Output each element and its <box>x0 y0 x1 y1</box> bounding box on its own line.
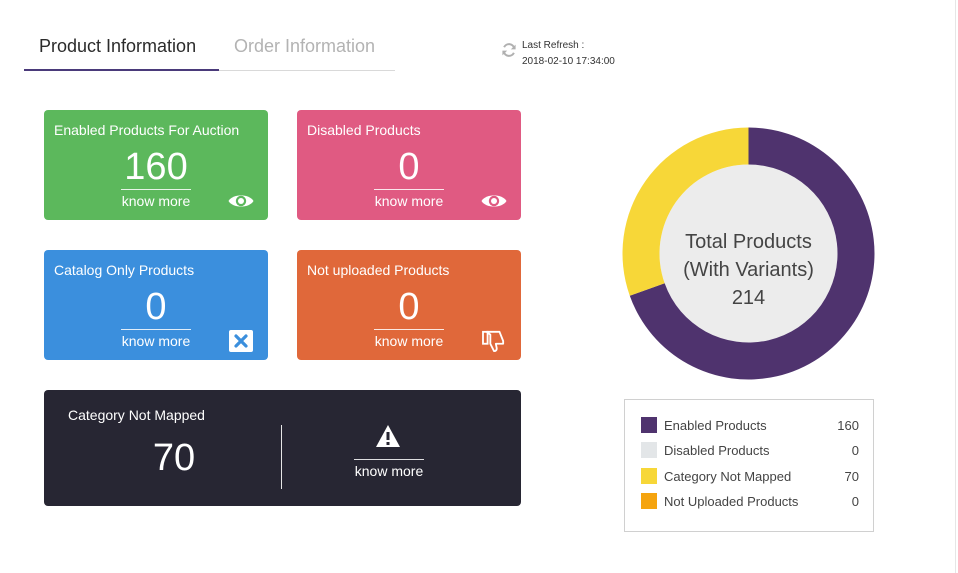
legend-swatch <box>641 442 657 458</box>
legend-item-disabled-products: Disabled Products 0 <box>641 441 859 459</box>
active-tab-indicator <box>24 69 219 71</box>
legend-item-enabled-products: Enabled Products 160 <box>641 416 859 434</box>
legend-value: 70 <box>844 469 859 484</box>
legend-swatch <box>641 468 657 484</box>
card-category-not-mapped: Category Not Mapped 70 know more <box>44 390 521 506</box>
know-more-link[interactable]: know more <box>121 329 191 349</box>
close-box-icon[interactable] <box>227 330 255 352</box>
know-more-link[interactable]: know more <box>354 459 424 479</box>
eye-icon[interactable] <box>480 190 508 212</box>
card-divider <box>281 425 282 489</box>
legend-label: Category Not Mapped <box>664 469 792 484</box>
donut-slice-category-not-mapped[interactable] <box>622 127 749 296</box>
total-products-donut-chart <box>622 127 875 380</box>
legend-swatch <box>641 493 657 509</box>
last-refresh-label: Last Refresh : <box>522 40 585 51</box>
card-enabled-auction: Enabled Products For Auction 160 know mo… <box>44 110 268 220</box>
card-catalog-only: Catalog Only Products 0 know more <box>44 250 268 360</box>
tab-product-information[interactable]: Product Information <box>39 36 197 56</box>
legend-value: 160 <box>837 418 859 433</box>
card-title: Not uploaded Products <box>307 262 450 278</box>
card-value: 0 <box>398 146 420 188</box>
card-not-uploaded: Not uploaded Products 0 know more <box>297 250 521 360</box>
card-value: 0 <box>145 286 167 328</box>
legend-label: Disabled Products <box>664 443 770 458</box>
legend-label: Not Uploaded Products <box>664 494 799 509</box>
chart-legend: Enabled Products 160 Disabled Products 0… <box>624 399 874 532</box>
tab-order-information[interactable]: Order Information <box>234 36 376 56</box>
card-value: 0 <box>398 286 420 328</box>
know-more-link[interactable]: know more <box>374 329 444 349</box>
card-title: Disabled Products <box>307 122 421 138</box>
donut-slice-enabled-products[interactable] <box>629 127 875 380</box>
card-disabled-products: Disabled Products 0 know more <box>297 110 521 220</box>
legend-label: Enabled Products <box>664 418 767 433</box>
card-title: Catalog Only Products <box>54 262 195 278</box>
refresh-icon[interactable] <box>501 42 517 58</box>
warning-icon <box>376 425 400 447</box>
know-more-link[interactable]: know more <box>121 189 191 209</box>
thumbs-down-icon[interactable] <box>480 330 508 352</box>
legend-swatch <box>641 417 657 433</box>
eye-icon[interactable] <box>227 190 255 212</box>
legend-value: 0 <box>851 494 859 509</box>
tab-bar: Product Information Order Information <box>24 30 395 71</box>
legend-item-category-not-mapped: Category Not Mapped 70 <box>641 467 859 485</box>
card-value: 70 <box>152 437 196 479</box>
card-title: Category Not Mapped <box>68 407 205 423</box>
last-refresh-timestamp: 2018-02-10 17:34:00 <box>522 56 615 67</box>
legend-item-not-uploaded-products: Not Uploaded Products 0 <box>641 492 859 510</box>
card-value: 160 <box>124 146 188 188</box>
know-more-link[interactable]: know more <box>374 189 444 209</box>
legend-value: 0 <box>851 443 859 458</box>
card-title: Enabled Products For Auction <box>54 122 240 138</box>
donut-inner-disc <box>659 164 838 343</box>
